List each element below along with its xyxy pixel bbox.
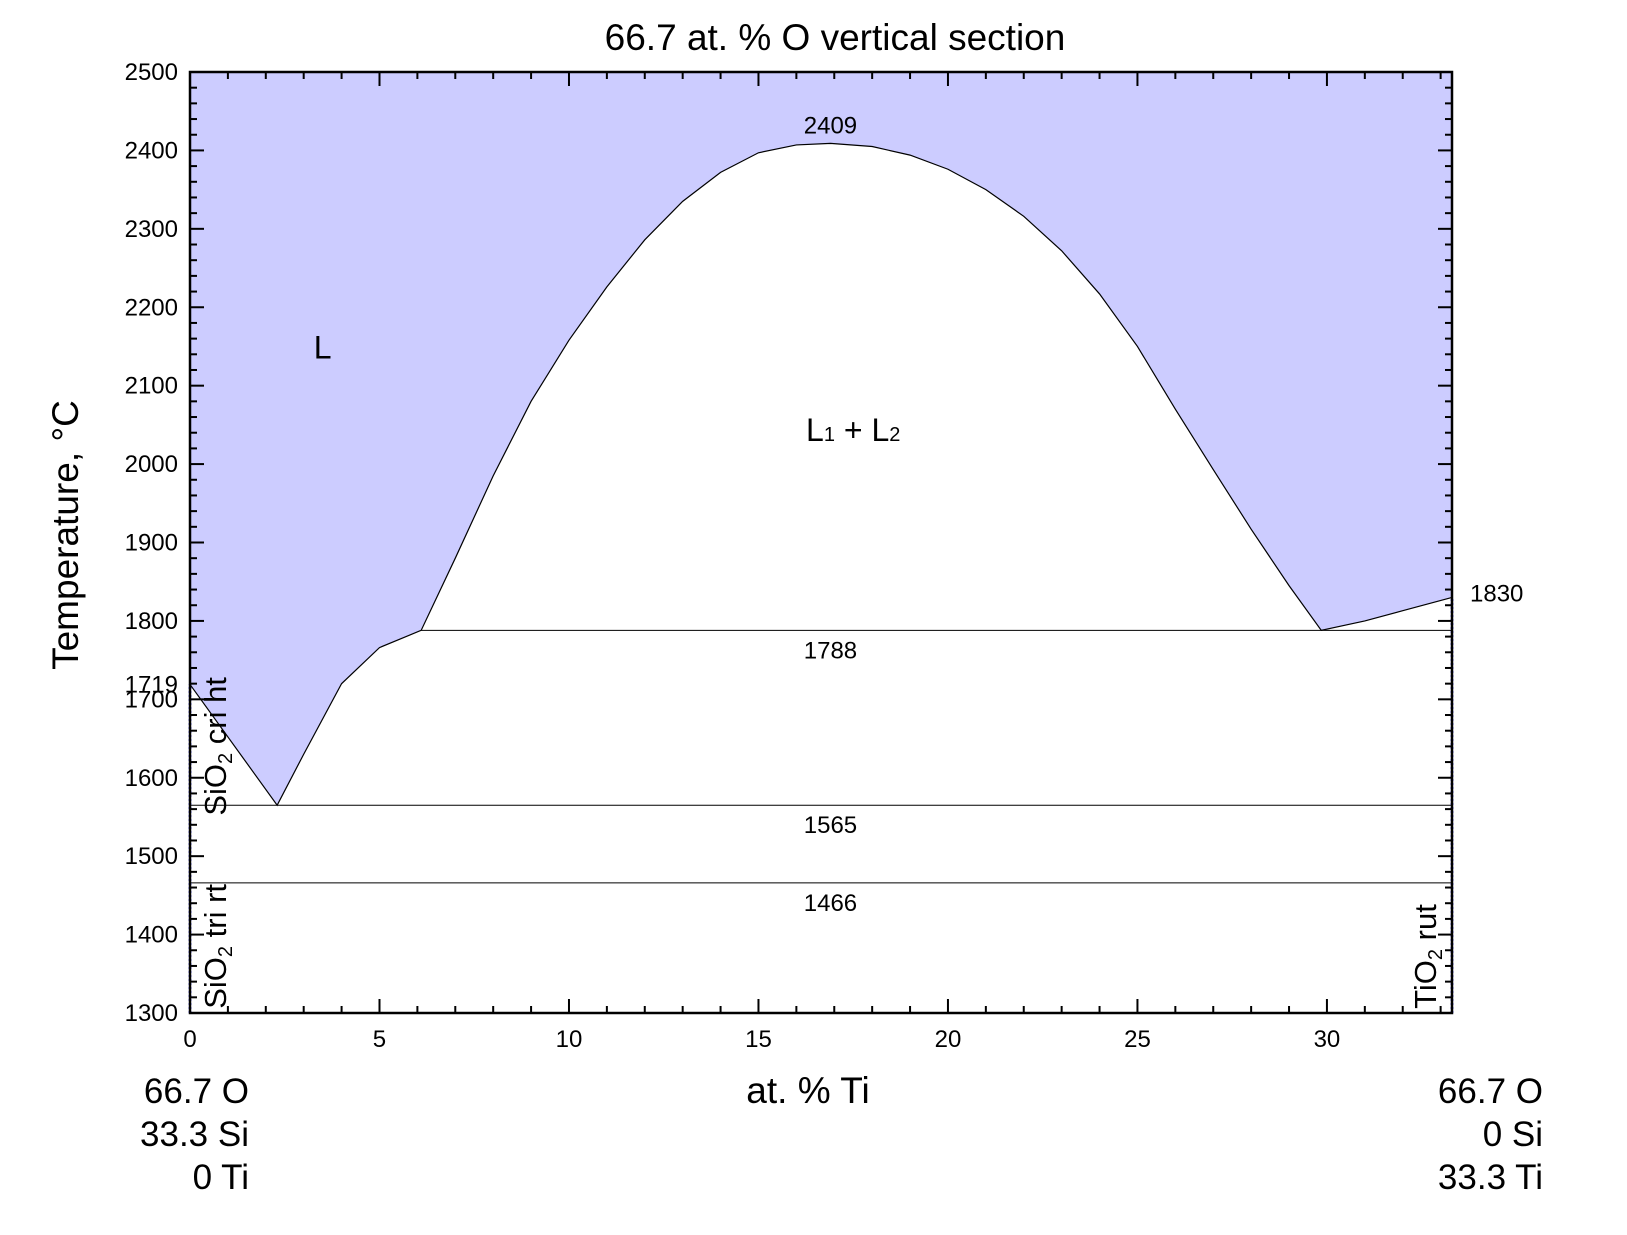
right-composition: 66.7 O 0 Si 33.3 Ti <box>1438 1070 1543 1199</box>
edge-phase-label-2: SiO2 tri rt <box>198 884 237 1009</box>
y-axis-label: Temperature, °C <box>45 400 86 670</box>
right-composition-si: 0 Si <box>1482 1115 1543 1154</box>
y-tick-label-1800: 1800 <box>125 608 178 635</box>
edge-phase-label-1: SiO2 cri ht <box>198 677 237 816</box>
plot-area: 1788 1565 1466 0 5 10 15 20 25 30 1300 1400 1500 1600… <box>125 59 1524 1053</box>
y-tick-label-1600: 1600 <box>125 765 178 792</box>
x-tick-label-25: 25 <box>1124 1026 1151 1053</box>
annotation-1830: 1830 <box>1470 580 1523 607</box>
region-label-liquid: L <box>314 329 332 365</box>
y-tick-label-2500: 2500 <box>125 59 178 86</box>
left-composition-o: 66.7 O <box>143 1072 249 1111</box>
right-composition-ti: 33.3 Ti <box>1437 1158 1543 1197</box>
chart-title: 66.7 at. % O vertical section <box>605 17 1066 58</box>
y-tick-label-2100: 2100 <box>125 373 178 400</box>
y-tick-label-2200: 2200 <box>125 294 178 321</box>
x-tick-label-20: 20 <box>935 1026 962 1053</box>
invariant-label-1565: 1565 <box>804 812 857 839</box>
invariant-label-1788: 1788 <box>804 637 857 664</box>
invariant-label-1466: 1466 <box>804 890 857 917</box>
left-composition: 66.7 O 33.3 Si 0 Ti <box>140 1070 249 1199</box>
annotation-2409: 2409 <box>804 112 857 139</box>
y-tick-label-1700: 1700 <box>125 686 178 713</box>
x-tick-label-10: 10 <box>556 1026 583 1053</box>
y-tick-label-1900: 1900 <box>125 530 178 557</box>
x-axis-label: at. % Ti <box>746 1070 869 1111</box>
region-label-miscibility: L1 + L2 <box>806 412 900 448</box>
y-tick-label-1400: 1400 <box>125 922 178 949</box>
right-composition-o: 66.7 O <box>1437 1072 1543 1111</box>
y-tick-label-1719: 1719 <box>125 671 178 698</box>
edge-phase-label-3: TiO2 rut <box>1408 904 1447 1009</box>
y-tick-label-1500: 1500 <box>125 843 178 870</box>
y-tick-label-1300: 1300 <box>125 1000 178 1027</box>
y-tick-label-2000: 2000 <box>125 451 178 478</box>
liquidus-line <box>189 142 1453 807</box>
x-tick-label-5: 5 <box>373 1026 386 1053</box>
left-composition-si: 33.3 Si <box>140 1115 249 1154</box>
x-tick-label-0: 0 <box>183 1026 196 1053</box>
liquid-region-fill <box>190 72 1452 806</box>
x-tick-label-15: 15 <box>745 1026 772 1053</box>
y-tick-label-2300: 2300 <box>125 216 178 243</box>
left-composition-ti: 0 Ti <box>192 1158 249 1197</box>
y-tick-label-2400: 2400 <box>125 137 178 164</box>
x-tick-label-30: 30 <box>1314 1026 1341 1053</box>
